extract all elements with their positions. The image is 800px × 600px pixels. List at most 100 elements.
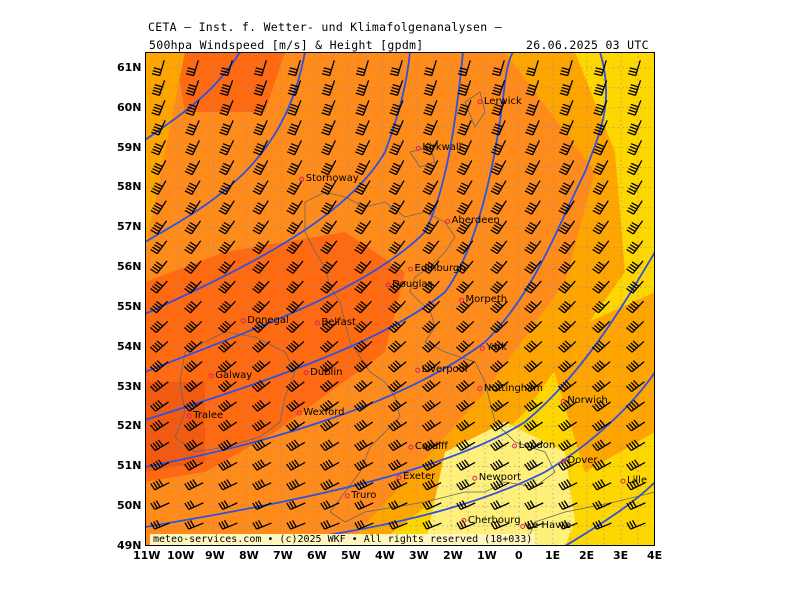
wind-barb bbox=[320, 220, 338, 235]
wind-barb bbox=[592, 479, 612, 491]
wind-barb bbox=[183, 340, 203, 353]
wind-barb bbox=[626, 439, 646, 452]
wind-barb bbox=[524, 439, 544, 452]
wind-barb bbox=[491, 120, 506, 136]
wind-barb bbox=[456, 479, 476, 491]
wind-barb bbox=[319, 360, 339, 373]
valid-datetime: 26.06.2025 03 UTC bbox=[526, 38, 649, 52]
latitude-tick-label: 56N bbox=[117, 260, 142, 274]
wind-barb bbox=[456, 220, 474, 235]
wind-barb bbox=[252, 160, 269, 176]
city-label: Galway bbox=[215, 369, 253, 381]
wind-barb bbox=[592, 439, 612, 452]
wind-barb bbox=[320, 459, 340, 471]
weather-map bbox=[145, 52, 655, 546]
wind-barb bbox=[354, 180, 371, 195]
city-label: Belfast bbox=[321, 316, 356, 328]
wind-barb bbox=[218, 300, 236, 314]
city-marker bbox=[512, 443, 518, 449]
wind-barb bbox=[423, 60, 437, 77]
wind-barb bbox=[421, 320, 441, 333]
longitude-tick-label: 6W bbox=[307, 549, 327, 562]
city-marker bbox=[620, 478, 626, 484]
wind-barb bbox=[354, 220, 372, 235]
wind-barb bbox=[523, 419, 544, 432]
wind-barb bbox=[252, 300, 270, 314]
city-marker bbox=[561, 458, 567, 464]
wind-barb bbox=[591, 380, 611, 393]
wind-barb bbox=[387, 340, 407, 353]
wind-barb bbox=[355, 120, 370, 136]
city-marker bbox=[472, 475, 478, 481]
city-label: Tralee bbox=[193, 409, 224, 421]
wind-barb bbox=[150, 479, 170, 491]
wind-barb bbox=[286, 459, 306, 471]
wind-barb bbox=[219, 120, 234, 136]
wind-barb bbox=[422, 300, 440, 314]
city-marker bbox=[408, 444, 414, 450]
wind-barb bbox=[150, 180, 167, 195]
wind-barb bbox=[559, 80, 574, 97]
wind-barb bbox=[524, 459, 544, 471]
wind-barb bbox=[320, 520, 340, 530]
wind-barb bbox=[593, 80, 608, 97]
longitude-tick-label: 1E bbox=[545, 549, 561, 562]
wind-barb bbox=[524, 280, 542, 294]
wind-barb bbox=[592, 220, 610, 235]
wind-barb bbox=[252, 500, 272, 511]
wind-barb bbox=[252, 140, 269, 156]
wind-barb bbox=[524, 260, 542, 274]
wind-barb bbox=[286, 200, 303, 215]
wind-barb bbox=[253, 100, 268, 116]
wind-barb bbox=[525, 120, 540, 136]
height-contour-line bbox=[564, 481, 655, 546]
wind-barb bbox=[252, 260, 270, 274]
latitude-tick-label: 53N bbox=[117, 379, 142, 393]
wind-barb bbox=[625, 399, 645, 412]
city-marker bbox=[303, 370, 309, 376]
wind-barb bbox=[625, 419, 646, 432]
wind-barb bbox=[557, 360, 577, 373]
city-label: Exeter bbox=[402, 471, 436, 483]
wind-barb bbox=[150, 520, 170, 530]
wind-barb bbox=[184, 220, 202, 235]
wind-barb bbox=[252, 220, 270, 235]
wind-barb bbox=[626, 260, 644, 274]
wind-barb bbox=[218, 160, 235, 176]
wind-barb bbox=[321, 80, 336, 97]
city-label: Douglas bbox=[392, 279, 433, 291]
wind-barb bbox=[591, 419, 612, 432]
copyright-footer: meteo-services.com • (c)2025 WKF • All r… bbox=[150, 534, 536, 545]
city-label: Aberdeen bbox=[451, 215, 500, 227]
wind-barb bbox=[252, 479, 272, 491]
wind-barb bbox=[592, 160, 609, 176]
wind-barb bbox=[490, 200, 507, 215]
wind-barb bbox=[354, 280, 372, 294]
wind-barb bbox=[354, 520, 374, 530]
wind-barb bbox=[490, 300, 508, 314]
wind-barb bbox=[183, 380, 203, 393]
city-marker bbox=[240, 318, 246, 324]
city-label: Edinburgh bbox=[414, 263, 466, 275]
wind-barb bbox=[558, 240, 576, 255]
wind-barb bbox=[626, 300, 644, 314]
wind-barb bbox=[320, 240, 338, 255]
wind-barb bbox=[320, 479, 340, 491]
wind-barb bbox=[354, 200, 371, 215]
wind-barb bbox=[456, 459, 476, 471]
city-marker bbox=[186, 413, 192, 419]
height-contours bbox=[145, 52, 655, 546]
wind-barb bbox=[455, 320, 475, 333]
city-marker bbox=[296, 410, 302, 416]
wind-barb bbox=[422, 520, 442, 530]
wind-barb bbox=[184, 260, 202, 274]
wind-barb bbox=[286, 180, 303, 195]
wind-barb bbox=[387, 320, 407, 333]
wind-barb bbox=[353, 399, 373, 412]
wind-barb bbox=[626, 479, 646, 491]
wind-barb bbox=[388, 280, 406, 294]
wind-barb bbox=[387, 360, 407, 373]
wind-barb bbox=[490, 160, 507, 176]
wind-barb bbox=[422, 439, 442, 452]
wind-barb bbox=[389, 80, 404, 97]
